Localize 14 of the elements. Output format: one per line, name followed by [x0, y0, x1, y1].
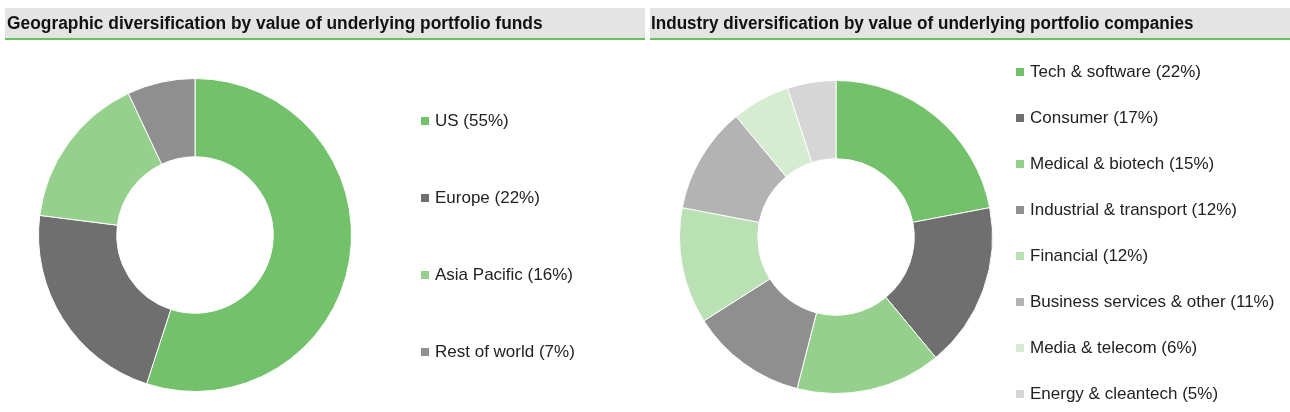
legend-label: Consumer (17%) [1030, 108, 1159, 128]
legend-label: Medical & biotech (15%) [1030, 154, 1215, 174]
chart-title: Industry diversification by value of underlying portfolio companies [651, 13, 1194, 33]
legend-label: Tech & software (22%) [1030, 62, 1202, 82]
legend-label: Rest of world (7%) [435, 342, 575, 362]
legend-label: Industrial & transport (12%) [1030, 200, 1237, 220]
legend-label: Business services & other (11%) [1030, 292, 1275, 312]
legend-label: US (55%) [435, 111, 509, 131]
legend-label: Media & telecom (6%) [1030, 338, 1198, 358]
legend-label: Asia Pacific (16%) [435, 265, 573, 285]
legend-label: Financial (12%) [1030, 246, 1149, 266]
legend-label: Europe (22%) [435, 188, 540, 208]
chart-title: Geographic diversification by value of underlying portfolio funds [7, 13, 543, 33]
legend-label: Energy & cleantech (5%) [1030, 384, 1219, 404]
